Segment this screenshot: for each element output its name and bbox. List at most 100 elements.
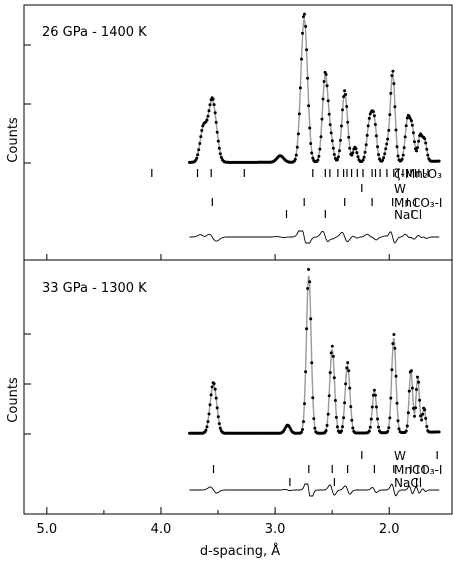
p1-obs-point (331, 146, 335, 150)
p1-obs-point (371, 110, 375, 114)
p1-obs-point (306, 76, 310, 80)
p1-obs-point (216, 139, 220, 143)
p1-obs-point (392, 82, 396, 86)
p2-obs-point (424, 416, 428, 420)
p1-obs-point (403, 135, 407, 139)
p1-obs-point (395, 145, 399, 149)
p2-obs-point (394, 374, 398, 378)
p2-obs-point (388, 416, 392, 420)
p2-obs-point (420, 418, 424, 422)
panel-1-observed (188, 12, 441, 164)
p2-obs-point (407, 389, 411, 393)
panel-2-reflection-ticks (212, 451, 438, 486)
p1-obs-point (328, 123, 332, 127)
p2-obs-point (372, 388, 376, 392)
p1-obs-point (401, 153, 405, 157)
p2-obs-point (205, 425, 209, 429)
p2-obs-point (212, 382, 216, 386)
p1-obs-point (317, 154, 321, 158)
p1-obs-point (311, 156, 315, 160)
p2-obs-point (392, 333, 396, 336)
p1-obs-point (372, 114, 376, 118)
panel-2-frame (23, 259, 453, 515)
p1-obs-point (342, 95, 346, 99)
p1-obs-point (208, 103, 212, 107)
p1-calculated-line (189, 17, 440, 164)
p2-obs-point (389, 396, 393, 400)
p1-obs-point (297, 112, 301, 116)
p2-obs-point (373, 393, 377, 397)
p1-obs-point (217, 146, 221, 150)
p1-obs-point (386, 137, 390, 141)
p2-obs-point (350, 418, 354, 422)
p2-obs-point (409, 369, 413, 373)
p2-obs-point (421, 412, 425, 416)
p2-obs-point (377, 425, 380, 429)
p2-obs-point (415, 388, 418, 391)
p2-obs-point (437, 430, 441, 434)
p1-obs-point (206, 114, 210, 118)
p2-obs-point (216, 415, 220, 419)
p1-obs-point (301, 31, 304, 35)
p2-obs-point (209, 393, 213, 397)
p2-obs-point (206, 420, 210, 424)
p1-obs-point (381, 158, 385, 162)
p1-obs-point (213, 111, 217, 115)
p1-obs-point (319, 135, 323, 139)
p2-obs-point (307, 267, 311, 271)
p1-obs-point (341, 108, 344, 112)
p2-obs-point (404, 429, 408, 433)
p1-obs-point (338, 149, 341, 153)
p1-obs-point (316, 158, 320, 162)
p2-obs-point (328, 371, 332, 375)
p2-obs-point (217, 422, 221, 426)
p2-obs-point (343, 401, 347, 405)
p1-obs-point (205, 118, 209, 122)
p1-obs-point (426, 153, 430, 157)
p2-obs-point (309, 317, 313, 321)
p1-obs-point (195, 156, 199, 160)
p1-obs-point (348, 146, 352, 150)
p1-obs-point (376, 145, 379, 149)
p2-obs-point (325, 423, 329, 427)
p2-obs-point (390, 368, 394, 372)
p1-obs-point (367, 116, 371, 120)
p2-obs-point (213, 387, 217, 391)
p2-obs-point (387, 426, 391, 430)
p1-obs-point (345, 105, 349, 108)
p1-obs-point (364, 143, 368, 147)
p2-obs-point (425, 425, 429, 428)
p1-obs-point (320, 117, 324, 121)
p1-obs-point (346, 120, 350, 124)
p1-obs-point (305, 48, 309, 52)
p1-obs-point (393, 105, 397, 109)
p1-obs-point (377, 153, 380, 157)
p2-obs-point (311, 396, 315, 400)
x-axis-label: d-spacing, Å (200, 543, 280, 559)
panel-1: 26 GPa - 1400 K Counts ζ-Mn₂O₃WMnCO₃-INa… (6, 12, 442, 244)
x-axis: 5.0 4.0 3.0 2.0 (36, 254, 400, 537)
p2-obs-point (374, 405, 378, 409)
panel-1-title: 26 GPa - 1400 K (42, 25, 147, 40)
p1-obs-point (415, 149, 418, 153)
p1-obs-point (356, 155, 360, 159)
p2-obs-point (313, 426, 317, 430)
p1-obs-point (425, 147, 429, 151)
p1-obs-point (350, 153, 354, 157)
p2-obs-point (308, 280, 312, 284)
p2-obs-point (333, 399, 337, 402)
p1-obs-point (423, 137, 427, 141)
p1-obs-point (335, 158, 339, 162)
p1-phase-label: W (394, 182, 406, 196)
p1-obs-point (308, 126, 312, 130)
p1-obs-point (325, 84, 329, 88)
p1-obs-point (198, 142, 202, 145)
p1-obs-point (310, 151, 314, 155)
p2-obs-point (327, 394, 331, 398)
p2-phase-label: W (394, 449, 406, 463)
p1-obs-point (362, 155, 366, 159)
p2-phase-label: MnCO₃-I (394, 463, 442, 477)
p2-obs-point (218, 426, 222, 430)
